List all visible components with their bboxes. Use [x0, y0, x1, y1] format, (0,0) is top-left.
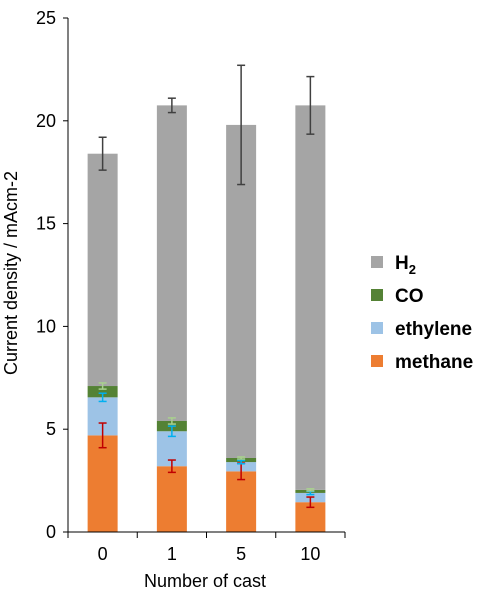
- x-tick-label-10: 10: [300, 544, 320, 564]
- bars-layer: [87, 105, 326, 532]
- legend-label-methane: methane: [395, 352, 473, 373]
- x-axis-title: Number of cast: [144, 571, 266, 591]
- bar-segment-h-1: [156, 105, 187, 421]
- legend-label-ethylene: ethylene: [395, 319, 472, 340]
- y-axis-title: Current density / mAcm-2: [1, 171, 21, 375]
- bar-segment-h-10: [295, 105, 326, 490]
- bar-segment-h-0: [87, 153, 118, 387]
- bar-segment-methane-0: [87, 435, 118, 532]
- axes-layer: [63, 17, 346, 538]
- legend: H2 CO ethylene methane: [371, 253, 473, 373]
- legend-swatch-methane: [371, 355, 383, 367]
- x-tick-label-0: 0: [98, 544, 108, 564]
- y-tick-label-25: 25: [36, 8, 56, 28]
- legend-label-co: CO: [395, 286, 424, 307]
- y-tick-label-0: 0: [46, 522, 56, 542]
- bar-segment-co-0: [87, 386, 118, 398]
- y-tick-label-15: 15: [36, 214, 56, 234]
- x-tick-label-1: 1: [167, 544, 177, 564]
- y-tick-label-5: 5: [46, 419, 56, 439]
- x-tick-label-5: 5: [236, 544, 246, 564]
- legend-label-h: H2: [395, 253, 416, 277]
- bar-segment-methane-5: [226, 471, 257, 532]
- legend-swatch-co: [371, 289, 383, 301]
- error-bars-layer: [98, 64, 315, 509]
- y-tick-label-10: 10: [36, 316, 56, 336]
- y-tick-label-20: 20: [36, 111, 56, 131]
- bar-segment-methane-1: [156, 466, 187, 532]
- legend-swatch-h: [371, 256, 383, 268]
- legend-swatch-ethylene: [371, 322, 383, 334]
- legend-label-subscript: 2: [409, 262, 416, 277]
